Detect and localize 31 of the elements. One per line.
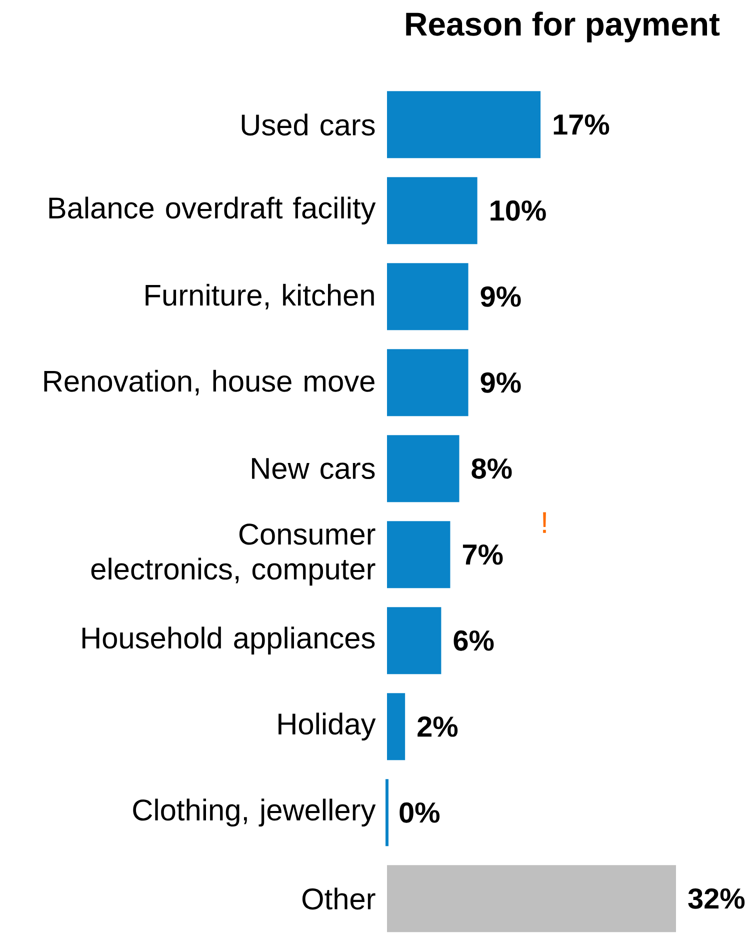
y-tick-label: New cars [252, 458, 375, 480]
data-label: 9% [480, 372, 521, 393]
annotation: ! [543, 512, 546, 533]
data-label: 0% [400, 802, 440, 823]
y-tick-label: Holiday [278, 712, 376, 741]
bar [387, 865, 676, 932]
bar [387, 349, 468, 416]
y-tick-label: Household appliances [82, 626, 375, 655]
data-label: 6% [454, 630, 494, 651]
data-label: 9% [480, 286, 521, 307]
bar [387, 435, 460, 502]
y-tick-label: Furniture, kitchen [146, 284, 374, 310]
y-tick-label: Clothing, jewellery [133, 798, 376, 827]
y-tick-label: Used cars [242, 114, 375, 136]
data-label: 17% [554, 114, 610, 135]
data-label: 2% [418, 716, 458, 737]
data-label: 32% [688, 888, 745, 909]
y-tick-label: Other [302, 888, 376, 910]
data-label: 10% [490, 200, 546, 221]
y-tick-label: Renovation, house move [44, 370, 374, 396]
bar [387, 91, 541, 158]
chart-title: Reason for payment [406, 12, 720, 42]
y-tick-label: Balance overdraft facility [49, 196, 376, 225]
bar [387, 521, 450, 588]
data-label: 8% [472, 458, 512, 479]
bar [387, 607, 442, 674]
data-label: 7% [462, 544, 503, 565]
bar [387, 693, 406, 760]
bar [387, 177, 478, 244]
y-tick-label: Consumer electronics, computer [91, 524, 376, 586]
bar [387, 263, 468, 330]
